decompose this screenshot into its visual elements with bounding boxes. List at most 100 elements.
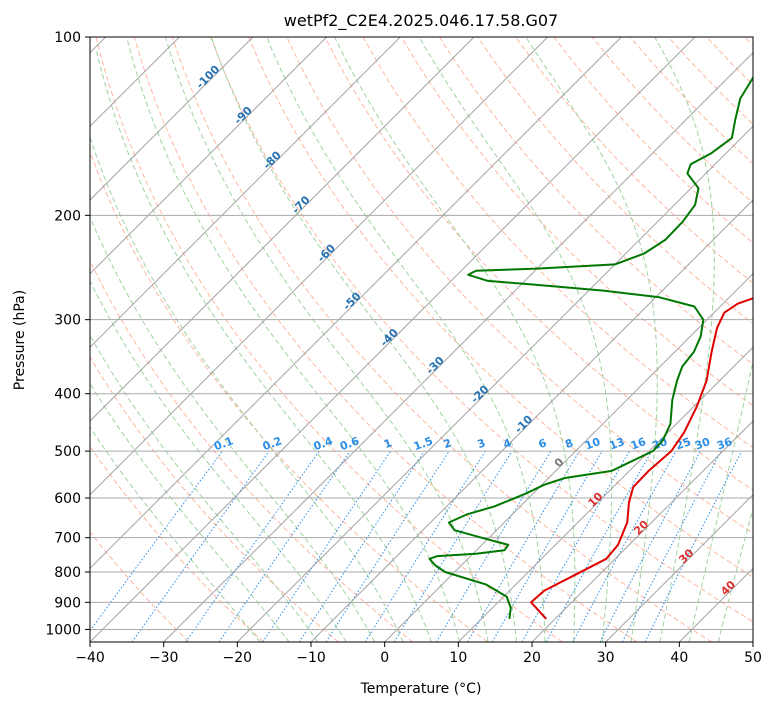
x-axis: −40 −30 −20 −10 0 10 20 30 40 50 <box>75 642 762 666</box>
plot-frame <box>89 36 754 643</box>
isotherm-line <box>457 346 753 642</box>
chart-title: wetPf2_C2E4.2025.046.17.58.G07 <box>284 11 558 31</box>
isotherm-line <box>90 37 622 570</box>
mixing-ratio-line <box>90 450 223 632</box>
moist-adiabat <box>90 382 290 642</box>
moist-adiabat <box>688 358 753 642</box>
mixing-ratio-label: 0.1 <box>212 434 235 453</box>
mixing-ratio-line <box>131 450 270 642</box>
moist-adiabat <box>266 37 546 642</box>
dry-adiabat <box>553 37 753 244</box>
dry-adiabat <box>90 356 339 642</box>
x-tick-label: −40 <box>75 650 105 666</box>
mixing-ratio-label: 10 <box>583 435 602 453</box>
mixing-ratio-label: 0.2 <box>261 434 284 453</box>
isotherm-line <box>752 641 753 642</box>
isotherm-label: -70 <box>289 193 312 216</box>
isotherm-line <box>90 37 401 349</box>
isotherm-label: -30 <box>424 354 447 377</box>
isotherm-line <box>678 567 753 642</box>
y-tick-label: 400 <box>54 387 81 403</box>
dry-adiabat <box>90 445 264 642</box>
moist-adiabat <box>525 37 658 642</box>
mixing-ratio-line <box>393 450 513 642</box>
y-tick-label: 800 <box>54 565 81 581</box>
dry-adiabat <box>210 37 753 623</box>
isotherm-label: -20 <box>468 383 491 406</box>
isotherm-label: 30 <box>676 546 696 566</box>
x-tick-label: 30 <box>597 650 615 666</box>
mixing-ratio-label: 30 <box>693 435 712 453</box>
isotherm-line <box>90 37 696 642</box>
moist-adiabat <box>95 49 432 642</box>
dry-adiabat <box>90 531 190 642</box>
y-tick-label: 300 <box>54 313 81 329</box>
moist-adiabat <box>90 279 347 642</box>
dry-adiabat <box>515 37 753 284</box>
y-tick-label: 700 <box>54 531 81 547</box>
isotherm-label: 20 <box>631 517 651 537</box>
mixing-ratio-label: 0.4 <box>312 434 335 453</box>
isotherm-label: -80 <box>261 148 284 171</box>
moist-adiabat <box>654 37 715 642</box>
pressure-gridlines <box>90 37 753 630</box>
mixing-ratio-line <box>262 450 392 642</box>
mixing-ratio-line <box>218 450 351 642</box>
dry-adiabat <box>744 37 753 47</box>
mixing-ratio-label: 16 <box>629 435 648 453</box>
dry-adiabat <box>90 150 488 642</box>
isotherm-line <box>310 199 753 642</box>
dry-adiabat <box>400 37 753 407</box>
mixing-ratio-line <box>325 450 450 642</box>
moist-adiabat <box>90 215 376 642</box>
y-tick-label: 500 <box>54 444 81 460</box>
moist-adiabat <box>126 37 461 642</box>
x-tick-label: 40 <box>670 650 688 666</box>
x-tick-label: −30 <box>149 650 179 666</box>
moist-adiabat <box>210 37 517 642</box>
isotherm-line <box>90 37 475 422</box>
isotherm-label: -10 <box>512 412 535 435</box>
y-axis-label: Pressure (hPa) <box>12 290 28 390</box>
dry-adiabat <box>171 37 712 642</box>
x-axis-label: Temperature (°C) <box>360 681 482 697</box>
isotherm-line <box>90 37 254 201</box>
isotherm-line <box>236 125 753 642</box>
x-tick-label: −20 <box>223 650 253 666</box>
isotherm-line <box>384 272 753 642</box>
dry-adiabat <box>706 37 753 86</box>
dry-adiabat <box>477 37 753 325</box>
y-tick-label: 100 <box>54 30 81 46</box>
mixing-ratio-label: 0.6 <box>338 434 361 453</box>
x-tick-label: 10 <box>449 650 467 666</box>
dry-adiabat <box>133 37 638 642</box>
y-axis: 100 200 300 400 500 600 700 800 900 1000 <box>45 30 90 638</box>
mixing-ratio-label: 4 <box>501 436 513 451</box>
isotherm-line <box>163 51 753 642</box>
mixing-ratio-label: 6 <box>537 436 549 451</box>
x-tick-label: 0 <box>380 650 389 666</box>
mixing-ratio-line <box>298 450 425 642</box>
y-tick-label: 1000 <box>45 622 81 638</box>
dry-adiabat <box>362 37 753 449</box>
mixing-ratio-line <box>572 450 677 642</box>
background-lines <box>90 37 753 642</box>
mixing-ratio-label: 1.5 <box>412 434 435 453</box>
moist-adiabat <box>90 135 404 642</box>
dry-adiabat <box>248 37 753 578</box>
profiles <box>428 75 753 620</box>
x-tick-label: 20 <box>523 650 541 666</box>
temperature-line <box>530 297 753 620</box>
mixing-ratio-label: 1 <box>382 436 394 451</box>
mixing-ratio-line <box>644 450 743 642</box>
isotherm-label: 10 <box>586 490 606 510</box>
moist-adiabat <box>418 37 613 642</box>
mixing-ratio-label: 8 <box>563 436 575 451</box>
mixing-ratio-label: 36 <box>715 435 734 453</box>
isotherm-label: -100 <box>194 63 223 92</box>
isotherm-line <box>90 37 328 275</box>
x-tick-label: −10 <box>296 650 326 666</box>
x-tick-label: 50 <box>744 650 762 666</box>
mixing-ratio-line <box>621 450 722 642</box>
